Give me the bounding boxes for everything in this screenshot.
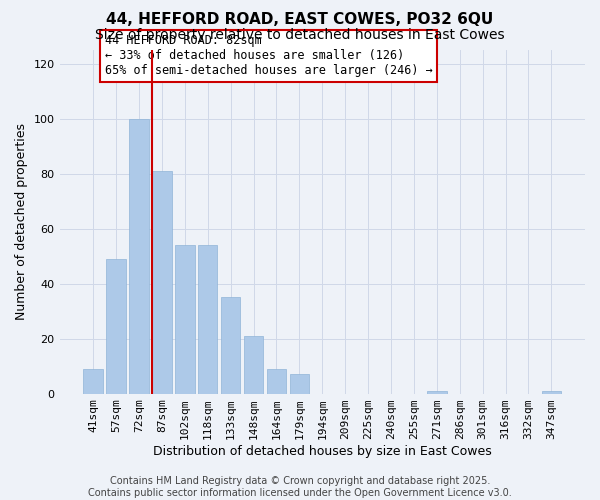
Bar bbox=[542, 391, 561, 394]
Bar bbox=[175, 245, 194, 394]
Text: Size of property relative to detached houses in East Cowes: Size of property relative to detached ho… bbox=[95, 28, 505, 42]
Bar bbox=[106, 259, 126, 394]
Text: 44 HEFFORD ROAD: 82sqm
← 33% of detached houses are smaller (126)
65% of semi-de: 44 HEFFORD ROAD: 82sqm ← 33% of detached… bbox=[104, 34, 433, 78]
Bar bbox=[152, 171, 172, 394]
Bar bbox=[129, 118, 149, 394]
Bar bbox=[427, 391, 446, 394]
Text: 44, HEFFORD ROAD, EAST COWES, PO32 6QU: 44, HEFFORD ROAD, EAST COWES, PO32 6QU bbox=[106, 12, 494, 28]
Bar bbox=[198, 245, 217, 394]
Text: Contains HM Land Registry data © Crown copyright and database right 2025.
Contai: Contains HM Land Registry data © Crown c… bbox=[88, 476, 512, 498]
Bar bbox=[267, 369, 286, 394]
Y-axis label: Number of detached properties: Number of detached properties bbox=[15, 124, 28, 320]
Bar bbox=[83, 369, 103, 394]
Bar bbox=[244, 336, 263, 394]
Bar bbox=[290, 374, 309, 394]
Bar bbox=[221, 298, 241, 394]
X-axis label: Distribution of detached houses by size in East Cowes: Distribution of detached houses by size … bbox=[153, 444, 491, 458]
